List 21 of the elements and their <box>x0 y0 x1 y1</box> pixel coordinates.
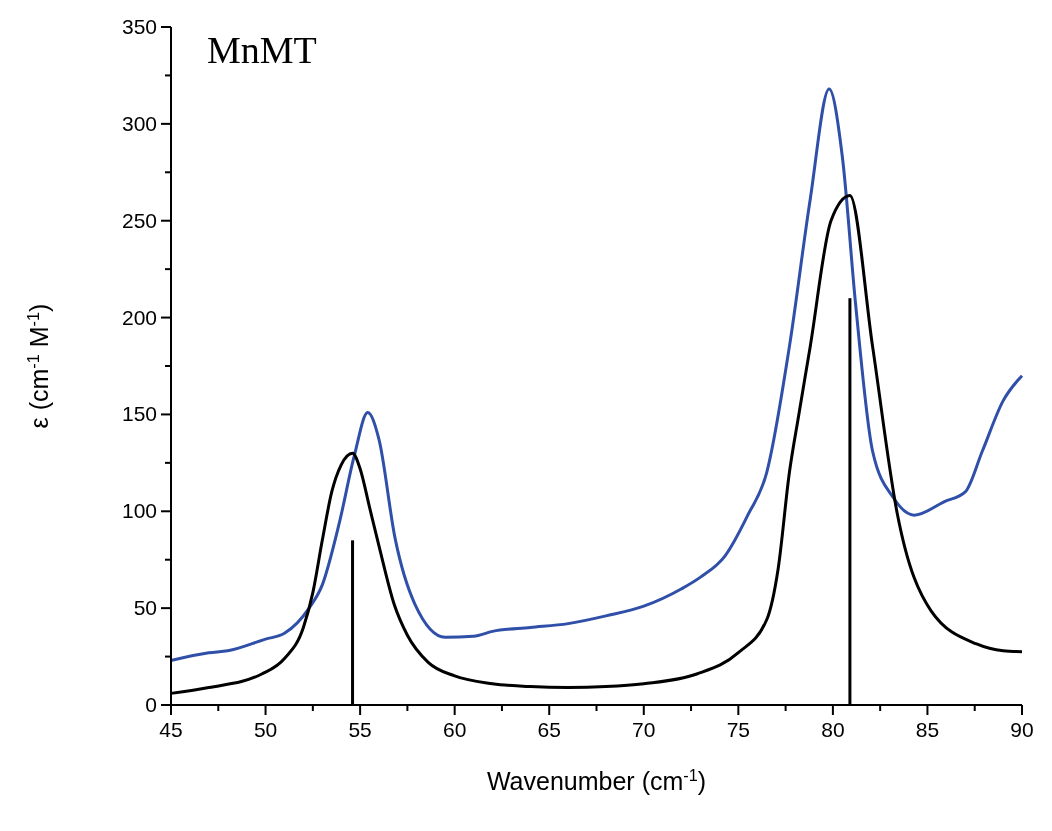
line-series <box>169 87 1024 662</box>
y-tick-label: 350 <box>121 15 157 38</box>
x-tick-label: 60 <box>442 718 467 741</box>
x-tick-label: 90 <box>1010 718 1034 741</box>
x-tick-label: 45 <box>159 718 183 741</box>
x-tick-label: 55 <box>348 718 372 741</box>
y-tick-label: 250 <box>121 208 157 232</box>
chart-title: MnMT <box>207 29 317 71</box>
x-tick-label: 75 <box>726 718 751 741</box>
x-tick-label: 70 <box>632 718 656 741</box>
y-tick-label: 50 <box>133 596 157 620</box>
x-tick-label: 50 <box>253 718 278 741</box>
y-tick-label: 100 <box>121 499 157 523</box>
x-tick-label: 85 <box>915 718 940 741</box>
x-axis-title: Wavenumber (cm$^{-1}$) <box>486 766 707 795</box>
x-tick-label: 65 <box>537 718 561 741</box>
y-tick-label: 150 <box>121 402 157 426</box>
y-tick-label: 300 <box>121 111 157 135</box>
x-tick-label: 80 <box>821 718 845 741</box>
y-tick-label: 200 <box>121 305 157 329</box>
y-tick-label: 0 <box>145 693 157 716</box>
